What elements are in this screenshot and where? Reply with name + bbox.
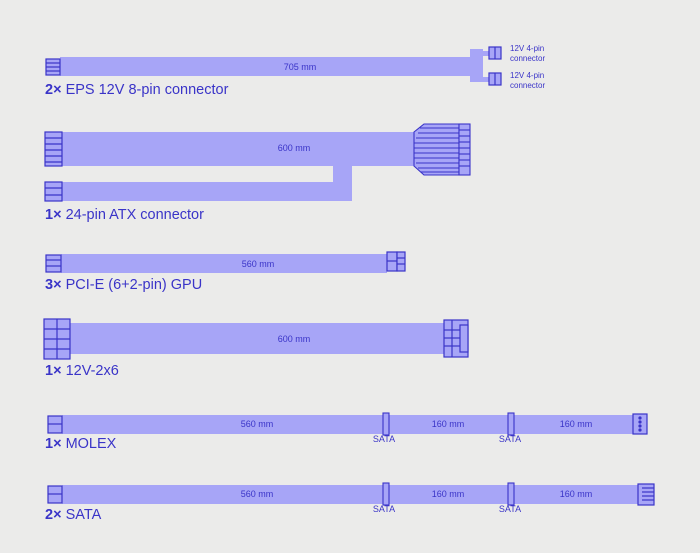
- eps-cable-split: [470, 49, 483, 82]
- sata-sata-label-1: SATA: [373, 504, 395, 514]
- eps-8pin-connector: [45, 58, 61, 76]
- sata-tap-2: [507, 482, 515, 506]
- pcie-title: 3× PCI-E (6+2-pin) GPU: [45, 277, 202, 293]
- molex-cable-body: [62, 415, 641, 434]
- molex-length-label-2: 160 mm: [432, 419, 465, 429]
- atx-left-connector-bottom: [44, 181, 63, 202]
- eps-quantity: 2×: [45, 82, 62, 98]
- eps-end-label-bottom: 12V 4-pin connector: [510, 71, 545, 90]
- eps-end-label-top: 12V 4-pin connector: [510, 44, 545, 63]
- sata-length-label-2: 160 mm: [432, 489, 465, 499]
- molex-length-label-1: 560 mm: [241, 419, 274, 429]
- atx-24pin-connector: [413, 123, 471, 176]
- molex-sata-tap-1: [382, 412, 390, 436]
- molex-name: MOLEX: [65, 436, 117, 452]
- atx-length-label: 600 mm: [278, 143, 311, 153]
- hpwr-quantity: 1×: [45, 363, 62, 379]
- atx-cable: 600 mm: [44, 123, 471, 202]
- molex-length-label-3: 160 mm: [560, 419, 593, 429]
- pcie-6plus2-connector: [386, 251, 406, 272]
- molex-quantity: 1×: [45, 436, 62, 452]
- pcie-left-connector: [45, 254, 62, 273]
- hpwr-title: 1× 12V-2x6: [45, 363, 119, 379]
- sata-length-label-3: 160 mm: [560, 489, 593, 499]
- eps-branch-top: [483, 51, 489, 56]
- eps-title: 2× EPS 12V 8-pin connector: [45, 82, 228, 98]
- eps-cable: 705 mm 12V 4-pin connector 12V 4-pin conne…: [45, 44, 545, 90]
- sata-length-label-1: 560 mm: [241, 489, 274, 499]
- pcie-quantity: 3×: [45, 277, 62, 293]
- sata-quantity: 2×: [45, 507, 62, 523]
- eps-branch-bottom: [483, 77, 489, 82]
- atx-cable-top: [62, 132, 414, 166]
- hpwr-cable: 600 mm: [43, 318, 469, 360]
- molex-title: 1× MOLEX: [45, 436, 116, 452]
- hpwr-cable-body: [70, 323, 444, 354]
- eps-name: EPS 12V 8-pin connector: [65, 82, 229, 98]
- molex-left-connector: [47, 415, 63, 434]
- eps-cable-body: [60, 57, 470, 76]
- atx-title: 1× 24-pin ATX connector: [45, 207, 204, 223]
- pcie-cable-body: [61, 254, 387, 273]
- atx-name: 24-pin ATX connector: [65, 207, 204, 223]
- molex-connector: [632, 413, 648, 435]
- hpwr-12v2x6-connector: [443, 319, 469, 358]
- sata-sata-label-2: SATA: [499, 504, 521, 514]
- atx-quantity: 1×: [45, 207, 62, 223]
- sata-name: SATA: [65, 507, 102, 523]
- molex-sata-label-2: SATA: [499, 434, 521, 444]
- atx-cable-drop: [333, 166, 352, 201]
- sata-cable: 560 mm 160 mm 160 mm SATA SATA: [47, 482, 655, 514]
- sata-title: 2× SATA: [45, 507, 101, 523]
- pcie-name: PCI-E (6+2-pin) GPU: [65, 277, 203, 293]
- eps-4pin-connector-top: [488, 46, 502, 60]
- hpwr-left-connector: [43, 318, 71, 360]
- molex-sata-tap-2: [507, 412, 515, 436]
- eps-length-label: 705 mm: [284, 62, 317, 72]
- pcie-cable: 560 mm: [45, 251, 406, 273]
- sata-end-connector: [637, 483, 655, 506]
- hpwr-name: 12V-2x6: [65, 363, 119, 379]
- molex-sata-label-1: SATA: [373, 434, 395, 444]
- eps-4pin-connector-bottom: [488, 72, 502, 86]
- atx-left-connector-top: [44, 131, 63, 167]
- atx-cable-bottom: [62, 182, 333, 201]
- sata-left-connector: [47, 485, 63, 504]
- pcie-length-label: 560 mm: [242, 259, 275, 269]
- sata-cable-body: [62, 485, 638, 504]
- molex-cable: 560 mm 160 mm 160 mm SATA SATA: [47, 412, 648, 444]
- hpwr-length-label: 600 mm: [278, 334, 311, 344]
- sata-tap-1: [382, 482, 390, 506]
